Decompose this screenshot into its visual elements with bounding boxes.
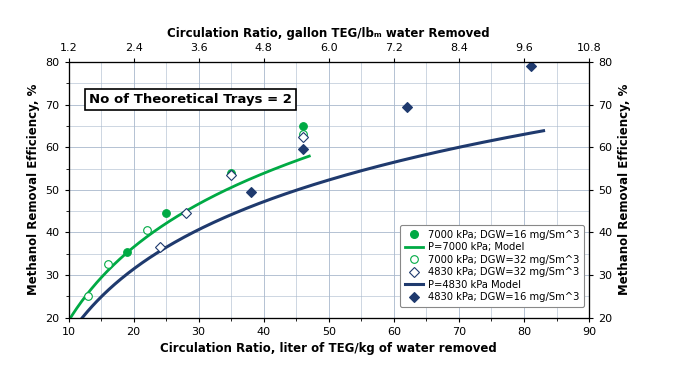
Y-axis label: Methanol Removal Efficiency, %: Methanol Removal Efficiency, % [618, 84, 631, 296]
X-axis label: Circulation Ratio, liter of TEG/kg of water removed: Circulation Ratio, liter of TEG/kg of wa… [160, 342, 497, 355]
Text: No of Theoretical Trays = 2: No of Theoretical Trays = 2 [89, 93, 292, 106]
X-axis label: Circulation Ratio, gallon TEG/lbₘ water Removed: Circulation Ratio, gallon TEG/lbₘ water … [168, 27, 490, 41]
Y-axis label: Methanol Removal Efficiency, %: Methanol Removal Efficiency, % [27, 84, 40, 296]
Legend: 7000 kPa; DGW=16 mg/Sm^3, P=7000 kPa; Model, 7000 kPa; DGW=32 mg/Sm^3, 4830 kPa;: 7000 kPa; DGW=16 mg/Sm^3, P=7000 kPa; Mo… [399, 225, 584, 307]
